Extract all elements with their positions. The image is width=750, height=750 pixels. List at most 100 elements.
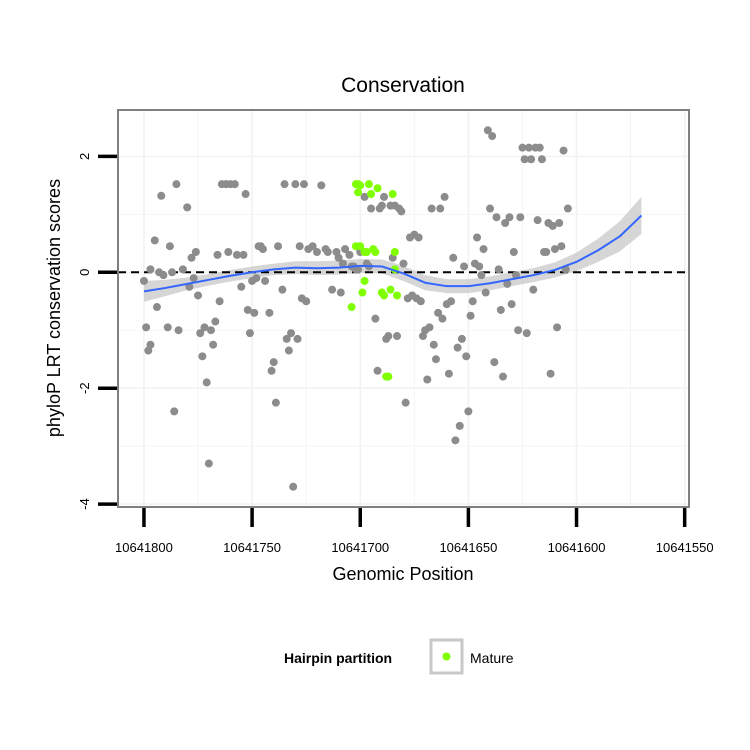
point [397, 207, 406, 216]
point [295, 242, 304, 251]
point [224, 247, 233, 256]
point [152, 303, 161, 312]
point [401, 398, 410, 407]
smooth-curve [143, 214, 643, 293]
point [537, 155, 546, 164]
point [444, 369, 453, 378]
point [165, 242, 174, 251]
point [168, 268, 177, 277]
point-mature [384, 372, 393, 381]
point [159, 271, 168, 280]
point [501, 219, 510, 228]
point [213, 250, 222, 259]
point-mature [393, 291, 402, 300]
point-mature [390, 247, 399, 256]
point-mature [386, 285, 395, 294]
point [440, 192, 449, 201]
point [252, 274, 261, 283]
point [555, 219, 564, 228]
point [522, 329, 531, 338]
point [354, 265, 363, 274]
point [563, 204, 572, 213]
point [300, 180, 309, 189]
point [529, 285, 538, 294]
y-axis: -4 -2 0 2 [77, 153, 117, 510]
point [548, 221, 557, 230]
x-tick-label: 10641650 [439, 540, 497, 555]
point [464, 407, 473, 416]
point [291, 180, 300, 189]
point [377, 201, 386, 210]
point [527, 155, 536, 164]
point [505, 213, 514, 222]
point [239, 250, 248, 259]
point [243, 305, 252, 314]
point [341, 245, 350, 254]
point [514, 326, 523, 335]
point [373, 366, 382, 375]
point-mature [373, 184, 382, 193]
y-tick-label: -2 [77, 382, 92, 394]
panel-background [118, 110, 689, 507]
point [425, 323, 434, 332]
point [518, 143, 527, 152]
legend-key-point [442, 652, 451, 661]
point [280, 180, 289, 189]
point [492, 213, 501, 222]
point [230, 180, 239, 189]
point [399, 259, 408, 268]
smooth-line [143, 214, 643, 293]
grid [118, 110, 689, 507]
point [473, 233, 482, 242]
point [447, 297, 456, 306]
point [278, 285, 287, 294]
point [267, 366, 276, 375]
point [559, 146, 568, 155]
point [174, 326, 183, 335]
point [533, 216, 542, 225]
point [416, 297, 425, 306]
point [490, 358, 499, 367]
point [535, 143, 544, 152]
point [393, 332, 402, 341]
point [293, 334, 302, 343]
point [207, 326, 216, 335]
point [170, 407, 179, 416]
point [323, 247, 332, 256]
point [384, 332, 393, 341]
point [139, 276, 148, 285]
point [553, 323, 562, 332]
point [183, 203, 192, 212]
point [436, 204, 445, 213]
points [139, 126, 572, 491]
point [308, 242, 317, 251]
legend-label-mature: Mature [470, 650, 514, 666]
legend: Hairpin partition Mature [284, 638, 514, 675]
x-tick-label: 10641800 [115, 540, 173, 555]
point [475, 262, 484, 271]
point-mature [367, 190, 376, 199]
point [434, 308, 443, 317]
point [172, 180, 181, 189]
point [189, 274, 198, 283]
point [546, 369, 555, 378]
x-axis: 10641800 10641750 10641700 10641650 10641600… [115, 508, 714, 555]
point [312, 247, 321, 256]
point [483, 126, 492, 135]
point [516, 213, 525, 222]
point [289, 482, 298, 491]
point [317, 181, 326, 190]
point [209, 340, 218, 349]
point [215, 297, 224, 306]
x-tick-label: 10641700 [331, 540, 389, 555]
point [550, 245, 559, 254]
point-mature [354, 188, 363, 197]
point [498, 372, 507, 381]
point [457, 334, 466, 343]
point [245, 329, 254, 338]
point [431, 355, 440, 364]
point [265, 308, 274, 317]
point [250, 308, 259, 317]
point [198, 352, 207, 361]
